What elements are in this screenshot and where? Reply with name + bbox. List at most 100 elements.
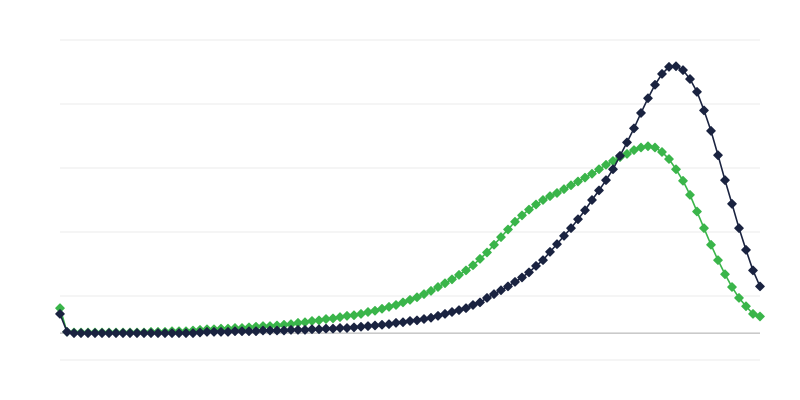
data-point <box>370 305 380 316</box>
data-point <box>692 206 702 217</box>
data-point <box>503 224 513 235</box>
data-point <box>433 311 443 321</box>
data-point <box>356 309 366 319</box>
data-point <box>426 312 436 323</box>
data-point <box>594 164 604 175</box>
data-point <box>573 214 583 224</box>
data-point <box>552 239 562 249</box>
data-point <box>531 199 541 210</box>
series-line <box>59 65 761 334</box>
data-point <box>447 307 457 317</box>
data-point <box>552 188 562 198</box>
data-point <box>237 326 247 336</box>
data-point <box>398 297 408 308</box>
data-point <box>475 297 485 308</box>
data-point <box>153 328 163 338</box>
data-point <box>734 223 744 233</box>
data-point <box>657 147 667 157</box>
data-point <box>433 282 443 292</box>
data-point <box>587 195 597 205</box>
data-point <box>622 137 632 148</box>
data-point <box>713 255 723 265</box>
data-point <box>440 309 450 319</box>
data-point <box>139 328 149 338</box>
data-point <box>83 328 93 338</box>
data-point <box>293 325 303 335</box>
data-point <box>412 315 422 326</box>
data-point <box>524 204 534 215</box>
data-point <box>685 190 695 200</box>
data-point <box>426 286 436 296</box>
data-point <box>524 267 534 278</box>
data-point <box>643 141 653 152</box>
data-point <box>97 328 107 338</box>
data-point <box>664 154 674 164</box>
data-point <box>671 164 681 175</box>
data-point <box>706 126 716 136</box>
data-point <box>720 175 730 185</box>
data-point <box>328 313 338 324</box>
series-1 <box>55 61 765 338</box>
data-point <box>454 305 464 315</box>
data-point <box>111 328 121 338</box>
data-point <box>727 199 737 209</box>
data-point <box>692 87 702 97</box>
data-point <box>384 302 394 312</box>
data-point <box>608 164 618 175</box>
data-point <box>734 293 744 303</box>
data-point <box>489 240 499 250</box>
data-point <box>468 300 478 310</box>
data-point <box>755 281 765 292</box>
data-point <box>678 65 688 75</box>
data-point <box>496 285 506 296</box>
data-point <box>391 300 401 310</box>
data-point <box>174 328 184 338</box>
data-point <box>629 145 639 155</box>
data-point <box>531 261 541 271</box>
data-point <box>76 328 86 338</box>
data-point <box>601 175 611 185</box>
data-point <box>419 314 429 324</box>
data-point <box>377 304 387 314</box>
data-point <box>615 151 625 161</box>
data-point <box>461 265 471 276</box>
data-point <box>622 149 632 159</box>
data-point <box>601 160 611 170</box>
data-point <box>286 325 296 335</box>
data-point <box>636 108 646 118</box>
data-point <box>741 245 751 255</box>
data-point <box>69 328 79 338</box>
data-point <box>265 325 275 336</box>
data-point <box>461 303 471 313</box>
data-point <box>132 328 142 338</box>
data-point <box>440 278 450 288</box>
data-point <box>272 325 282 336</box>
data-point <box>146 328 156 338</box>
data-point <box>566 180 576 191</box>
data-point <box>363 307 373 317</box>
data-point <box>454 270 464 280</box>
data-point <box>258 325 268 336</box>
data-point <box>104 328 114 338</box>
data-point <box>573 176 583 187</box>
data-point <box>216 327 226 337</box>
data-point <box>706 240 716 250</box>
data-point <box>650 79 660 90</box>
data-point <box>538 255 548 265</box>
data-point <box>419 289 429 299</box>
data-point <box>566 223 576 233</box>
data-point <box>559 231 569 241</box>
data-point <box>468 260 478 271</box>
data-point <box>209 327 219 337</box>
data-point <box>629 123 639 134</box>
data-point <box>580 205 590 216</box>
data-point <box>517 210 527 221</box>
data-point <box>587 168 597 179</box>
data-point <box>160 328 170 338</box>
data-point <box>671 61 681 72</box>
data-point <box>384 319 394 329</box>
data-point <box>335 323 345 333</box>
data-point <box>657 69 667 79</box>
data-point <box>545 247 555 257</box>
data-point <box>349 310 359 320</box>
